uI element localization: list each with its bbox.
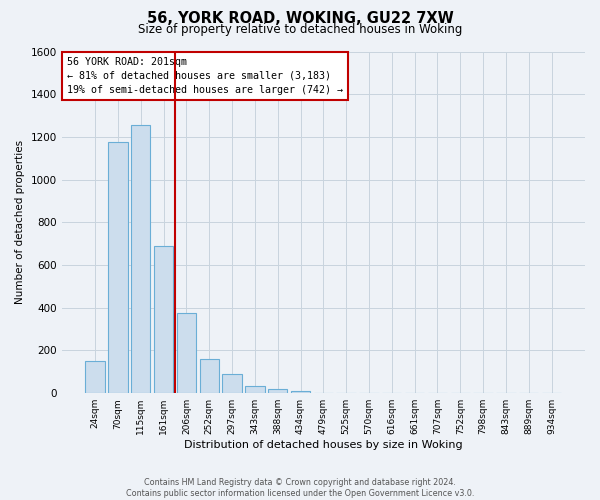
Bar	[131, 125, 151, 393]
Text: 56 YORK ROAD: 201sqm
← 81% of detached houses are smaller (3,183)
19% of semi-de: 56 YORK ROAD: 201sqm ← 81% of detached h…	[67, 56, 343, 94]
Bar	[200, 358, 219, 393]
Text: 56, YORK ROAD, WOKING, GU22 7XW: 56, YORK ROAD, WOKING, GU22 7XW	[146, 11, 454, 26]
X-axis label: Distribution of detached houses by size in Woking: Distribution of detached houses by size …	[184, 440, 463, 450]
Bar	[85, 360, 105, 393]
Text: Contains HM Land Registry data © Crown copyright and database right 2024.
Contai: Contains HM Land Registry data © Crown c…	[126, 478, 474, 498]
Bar	[245, 386, 265, 393]
Bar	[268, 389, 287, 393]
Bar	[177, 313, 196, 393]
Bar	[154, 246, 173, 393]
Bar	[108, 142, 128, 393]
Text: Size of property relative to detached houses in Woking: Size of property relative to detached ho…	[138, 22, 462, 36]
Bar	[223, 374, 242, 393]
Bar	[291, 391, 310, 393]
Y-axis label: Number of detached properties: Number of detached properties	[15, 140, 25, 304]
